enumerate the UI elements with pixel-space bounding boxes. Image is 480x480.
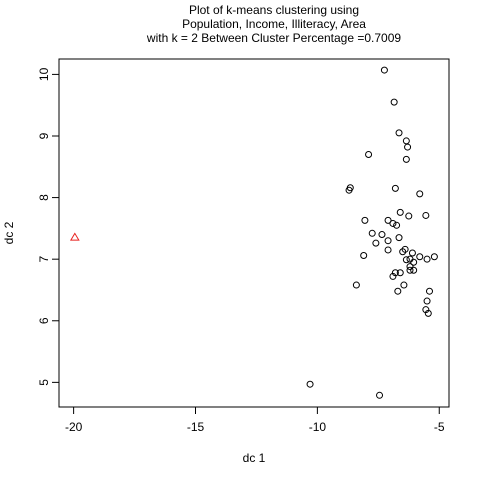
data-point-circle [406, 263, 414, 271]
y-axis-label: dc 2 [2, 221, 16, 244]
data-point-circle [396, 269, 404, 277]
x-axis: -20 -15 -10 -5 [65, 406, 445, 434]
data-point-circle [396, 208, 404, 216]
y-tick-label: 9 [37, 132, 51, 139]
data-point-circle [368, 229, 376, 237]
data-point-circle [401, 245, 409, 253]
x-axis-label: dc 1 [243, 451, 266, 465]
data-point-circle [393, 221, 401, 229]
y-tick-label: 5 [37, 379, 51, 386]
data-point-circle [372, 239, 380, 247]
data-points [69, 66, 438, 399]
data-point-circle [395, 129, 403, 137]
y-tick-label: 8 [37, 194, 51, 201]
data-point-circle [405, 212, 413, 220]
data-point-circle [395, 234, 403, 242]
data-point-circle [361, 216, 369, 224]
data-point-circle [422, 211, 430, 219]
y-tick-label: 7 [37, 256, 51, 263]
x-tick-label: -15 [187, 420, 205, 434]
data-point-circle [352, 281, 360, 289]
data-point-circle [423, 255, 431, 263]
x-tick-label: -20 [65, 420, 83, 434]
data-point-circle [416, 253, 424, 261]
data-point-circle [422, 306, 430, 314]
data-point-circle [406, 266, 414, 274]
data-point-circle [394, 287, 402, 295]
data-point-circle [384, 246, 392, 254]
data-point-circle [400, 281, 408, 289]
y-axis: 5 6 7 8 9 10 [37, 67, 60, 386]
data-point-triangle [69, 232, 80, 241]
data-point-circle [365, 150, 373, 158]
chart-title-line-1: Plot of k-means clustering using [189, 3, 359, 17]
x-tick-label: -5 [434, 420, 445, 434]
data-point-circle [390, 98, 398, 106]
data-point-circle [426, 287, 433, 295]
x-tick-label: -10 [309, 420, 327, 434]
data-point-circle [389, 272, 397, 280]
data-point-circle [424, 309, 432, 317]
data-point-circle [378, 231, 386, 239]
y-tick-label: 6 [37, 317, 51, 324]
chart-title-line-2: Population, Income, Illiteracy, Area [182, 17, 366, 31]
data-point-circle [430, 253, 438, 261]
data-point-circle [391, 184, 399, 192]
data-point-circle [380, 66, 388, 74]
data-point-circle [399, 248, 407, 256]
data-point-circle [391, 269, 399, 277]
data-point-circle [410, 266, 418, 274]
data-point-circle [384, 216, 392, 224]
y-tick-label: 10 [37, 67, 51, 81]
data-point-circle [376, 391, 384, 399]
chart-title-line-3: with k = 2 Between Cluster Percentage =0… [146, 31, 401, 45]
data-point-circle [402, 155, 410, 163]
data-point-circle [410, 258, 418, 266]
data-point-circle [346, 184, 354, 192]
data-point-circle [416, 190, 424, 198]
data-point-circle [423, 297, 431, 305]
data-point-circle [404, 143, 412, 151]
data-point-circle [389, 219, 397, 227]
data-point-circle [408, 249, 416, 257]
data-point-circle [360, 251, 368, 259]
data-point-circle [402, 256, 410, 264]
data-point-circle [384, 237, 392, 245]
data-point-circle [306, 380, 314, 388]
